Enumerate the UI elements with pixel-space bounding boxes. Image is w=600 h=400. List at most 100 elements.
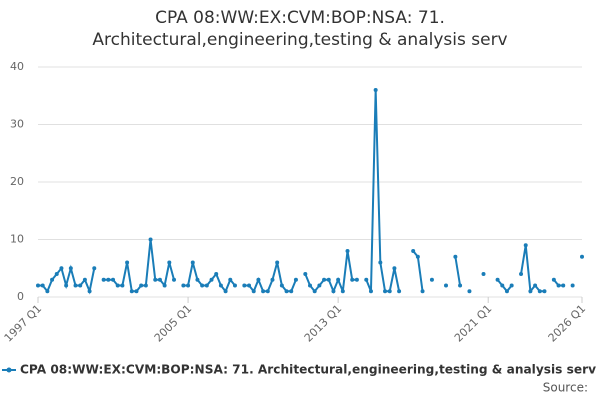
data-point <box>303 272 308 276</box>
data-point <box>64 283 69 288</box>
data-point <box>265 289 270 294</box>
data-point <box>200 283 205 288</box>
y-tick-label: 20 <box>10 175 24 188</box>
data-point <box>326 277 331 282</box>
data-point <box>143 283 148 288</box>
data-point <box>368 289 373 294</box>
data-point <box>354 277 359 282</box>
data-point <box>312 289 317 294</box>
data-point <box>139 283 144 288</box>
data-point <box>523 243 528 248</box>
data-point <box>397 289 402 294</box>
data-point <box>429 277 434 282</box>
data-point <box>186 283 191 288</box>
data-point <box>54 272 59 276</box>
data-point <box>204 283 209 288</box>
data-point <box>82 277 87 282</box>
data-point <box>125 260 130 265</box>
data-point <box>570 283 575 288</box>
x-tick-label: 1997 Q1 <box>2 302 45 345</box>
data-point <box>411 249 416 253</box>
data-point <box>129 289 134 294</box>
chart-title: CPA 08:WW:EX:CVM:BOP:NSA: 71. <box>155 8 445 28</box>
data-point <box>261 289 266 294</box>
data-point <box>561 283 566 288</box>
data-point <box>247 283 252 288</box>
data-point <box>308 283 312 288</box>
data-point <box>509 283 514 288</box>
data-point <box>162 283 167 288</box>
data-point <box>78 283 83 288</box>
data-point <box>345 249 350 253</box>
data-point <box>167 260 172 265</box>
data-point <box>153 277 158 282</box>
y-tick-label: 10 <box>10 233 24 246</box>
data-point <box>556 283 561 288</box>
data-point <box>228 277 233 282</box>
data-point <box>289 289 294 294</box>
data-point <box>293 277 298 282</box>
data-point <box>172 277 176 282</box>
data-point <box>378 260 383 265</box>
data-point <box>73 283 78 288</box>
data-point <box>87 289 92 294</box>
data-point <box>364 277 369 282</box>
data-point <box>279 283 284 288</box>
data-point <box>45 289 50 294</box>
data-point <box>467 289 472 294</box>
legend-label: CPA 08:WW:EX:CVM:BOP:NSA: 71. Architectu… <box>20 362 596 377</box>
data-point <box>115 283 120 288</box>
data-point <box>420 289 425 294</box>
data-point <box>232 283 237 288</box>
data-point <box>340 289 345 294</box>
data-point <box>542 289 547 294</box>
chart-title: Architectural,engineering,testing & anal… <box>92 30 507 50</box>
data-point <box>392 266 397 271</box>
data-point <box>157 277 162 282</box>
data-point <box>500 283 505 288</box>
x-tick-label: 2005 Q1 <box>152 302 195 345</box>
data-point <box>453 254 458 259</box>
data-point <box>36 283 40 288</box>
data-point <box>242 283 247 288</box>
data-point <box>92 266 97 271</box>
data-point <box>528 289 533 294</box>
y-tick-label: 30 <box>10 118 24 131</box>
source: Source: <box>543 381 588 395</box>
data-point <box>101 277 106 282</box>
data-point <box>495 277 500 282</box>
data-point <box>444 283 448 288</box>
y-tick-label: 0 <box>17 290 24 303</box>
data-point <box>350 277 355 282</box>
data-point <box>270 277 275 282</box>
data-point <box>373 88 378 92</box>
data-point <box>111 277 116 282</box>
data-point <box>415 254 420 259</box>
data-point <box>387 289 392 294</box>
data-point <box>195 277 200 282</box>
legend-swatch <box>6 367 12 373</box>
data-point <box>551 277 556 282</box>
data-point <box>580 254 584 259</box>
x-tick-label: 2013 Q1 <box>302 302 345 345</box>
x-tick-label: 2021 Q1 <box>452 302 495 345</box>
data-point <box>190 260 195 265</box>
data-point <box>59 266 64 271</box>
data-point <box>331 289 336 294</box>
data-point <box>533 283 538 288</box>
series-line <box>38 90 582 291</box>
data-point <box>209 277 214 282</box>
data-point <box>481 272 486 276</box>
data-point <box>134 289 139 294</box>
data-point <box>223 289 228 294</box>
data-point <box>275 260 280 265</box>
data-point <box>322 277 327 282</box>
data-point <box>458 283 463 288</box>
data-point <box>218 283 223 288</box>
x-tick-label: 2026 Q1 <box>546 302 589 345</box>
data-point <box>106 277 111 282</box>
data-point <box>336 277 341 282</box>
data-point <box>40 283 45 288</box>
data-point <box>148 237 153 242</box>
